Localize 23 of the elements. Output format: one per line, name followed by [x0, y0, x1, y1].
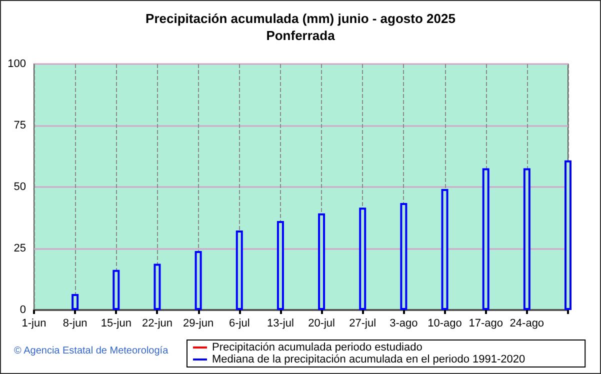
- x-tick-label: 3-ago: [390, 318, 418, 330]
- x-tick-label: 27-jul: [349, 318, 376, 330]
- y-tick-label: 75: [14, 120, 26, 132]
- chart-subtitle: Ponferrada: [266, 28, 336, 43]
- chart-title: Precipitación acumulada (mm) junio - agosto 2025: [146, 11, 456, 26]
- y-tick-label: 25: [14, 242, 26, 254]
- y-tick-label: 100: [8, 58, 26, 70]
- x-tick-label: 8-jun: [62, 318, 88, 330]
- x-tick-label: 15-jun: [100, 318, 132, 330]
- x-tick-label: 29-jun: [183, 318, 214, 330]
- y-tick-label: 0: [20, 304, 26, 316]
- legend-label: Mediana de la precipitación acumulada en el periodo 1991-2020: [212, 354, 526, 366]
- text: © Agencia Estatal de Meteorología: [14, 346, 169, 356]
- x-tick-label: 1-jun: [22, 318, 46, 330]
- x-tick-label: 22-jun: [142, 318, 173, 330]
- y-tick-label: 50: [14, 181, 26, 193]
- legend-label: Precipitación acumulada periodo estudiado: [212, 342, 422, 354]
- x-tick-label: 17-ago: [468, 318, 503, 330]
- x-tick-label: 6-jul: [228, 318, 250, 330]
- x-tick-label: 24-ago: [510, 318, 544, 330]
- x-tick-label: 20-jul: [308, 318, 335, 330]
- x-tick-label: 13-jul: [267, 318, 294, 330]
- x-tick-label: 10-ago: [428, 318, 462, 330]
